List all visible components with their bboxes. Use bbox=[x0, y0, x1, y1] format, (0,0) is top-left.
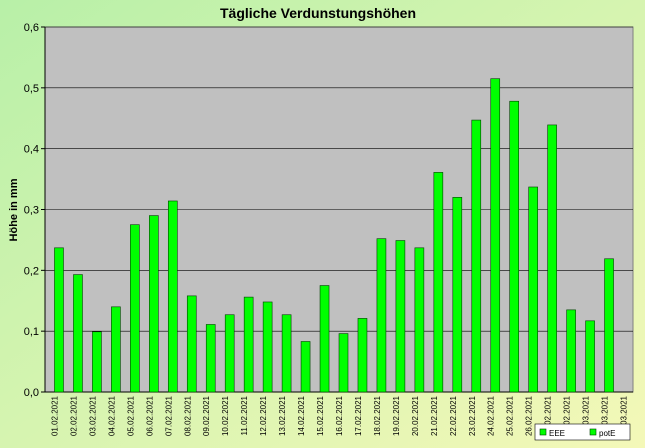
bar bbox=[357, 318, 368, 393]
bar bbox=[54, 247, 64, 393]
bar bbox=[149, 215, 159, 393]
bar bbox=[414, 247, 425, 393]
legend-label: EEE bbox=[549, 429, 565, 438]
bar bbox=[130, 224, 140, 393]
x-tick-label: 18.02.2021 bbox=[373, 395, 382, 436]
bar bbox=[319, 285, 330, 393]
bar bbox=[73, 274, 83, 393]
bar bbox=[243, 296, 254, 393]
y-axis-label: Höhe in mm bbox=[8, 178, 20, 241]
bar bbox=[604, 258, 614, 393]
x-tick-label: 25.02.2021 bbox=[506, 395, 515, 436]
bar bbox=[205, 324, 216, 393]
bar bbox=[471, 119, 482, 393]
legend-swatch bbox=[589, 428, 597, 436]
bar bbox=[433, 172, 444, 393]
legend-box bbox=[534, 423, 631, 441]
x-tick-label: 15.02.2021 bbox=[316, 395, 325, 436]
x-tick-label: 21.02.2021 bbox=[430, 395, 439, 436]
x-tick-label: 02.02.2021 bbox=[69, 395, 78, 436]
x-tick-label: 22.02.2021 bbox=[449, 395, 458, 436]
bar bbox=[395, 240, 406, 393]
legend-label: potE bbox=[599, 429, 615, 438]
x-tick-label: 10.02.2021 bbox=[221, 395, 230, 436]
bar bbox=[186, 295, 197, 393]
bar bbox=[566, 309, 576, 393]
x-tick-label: 13.02.2021 bbox=[278, 395, 287, 436]
x-tick-label: 26.02.2021 bbox=[525, 395, 534, 436]
bar bbox=[585, 320, 595, 393]
x-tick-label: 27.02.2021 bbox=[544, 395, 553, 436]
x-tick-label: 24.02.2021 bbox=[487, 395, 496, 436]
legend: EEE potE bbox=[534, 423, 631, 441]
x-tick-label: 20.02.2021 bbox=[411, 395, 420, 436]
x-tick-label: 11.02.2021 bbox=[240, 395, 249, 435]
bar bbox=[281, 314, 292, 393]
y-tick-label: 0,1 bbox=[24, 326, 39, 338]
x-tick-label: 28.02.2021 bbox=[563, 395, 572, 436]
x-tick-label: 03.03.2021 bbox=[620, 395, 629, 436]
bar bbox=[528, 186, 538, 393]
bar bbox=[452, 197, 463, 393]
x-tick-label: 17.02.2021 bbox=[354, 395, 363, 436]
y-tick-label: 0,6 bbox=[24, 22, 39, 34]
y-tick-label: 0,5 bbox=[24, 83, 39, 95]
bar bbox=[490, 78, 501, 393]
bar bbox=[509, 100, 520, 393]
bar bbox=[262, 301, 273, 393]
x-tick-label: 08.02.2021 bbox=[183, 395, 192, 436]
bar bbox=[111, 306, 121, 393]
x-tick-label: 16.02.2021 bbox=[335, 395, 344, 436]
y-tick-label: 0,2 bbox=[24, 265, 39, 277]
bar bbox=[338, 333, 349, 393]
bar bbox=[167, 200, 178, 393]
x-tick-label: 23.02.2021 bbox=[468, 395, 477, 436]
x-tick-label: 01.02.2021 bbox=[50, 395, 59, 436]
bar bbox=[376, 238, 387, 393]
x-tick-label: 07.02.2021 bbox=[164, 395, 173, 436]
x-tick-label: 09.02.2021 bbox=[202, 395, 211, 436]
bar bbox=[300, 341, 311, 393]
x-tick-label: 14.02.2021 bbox=[297, 395, 306, 436]
y-tick-label: 0,4 bbox=[24, 144, 39, 156]
x-tick-label: 01.03.2021 bbox=[582, 395, 591, 436]
x-tick-label: 05.02.2021 bbox=[126, 395, 135, 436]
x-tick-label: 03.02.2021 bbox=[88, 395, 97, 436]
y-tick-label: 0,0 bbox=[24, 387, 39, 399]
bar bbox=[224, 314, 235, 393]
x-tick-label: 02.03.2021 bbox=[601, 395, 610, 436]
y-tick-label: 0,3 bbox=[24, 205, 39, 217]
bar bbox=[92, 331, 102, 393]
x-tick-label: 04.02.2021 bbox=[107, 395, 116, 436]
x-tick-label: 19.02.2021 bbox=[392, 395, 401, 436]
x-tick-label: 06.02.2021 bbox=[145, 395, 154, 436]
bar bbox=[547, 124, 557, 393]
legend-swatch bbox=[539, 428, 547, 436]
chart-title: Tägliche Verdunstungshöhen bbox=[220, 5, 416, 21]
x-tick-label: 12.02.2021 bbox=[259, 395, 268, 436]
